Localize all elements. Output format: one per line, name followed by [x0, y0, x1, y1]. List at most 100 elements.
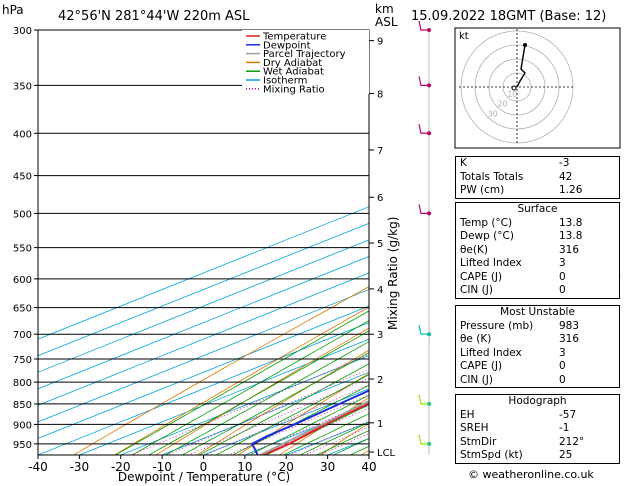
index-row: Temp (°C) 13.8	[456, 217, 619, 231]
index-value: 0	[559, 270, 566, 283]
storm-motion-marker	[511, 85, 517, 91]
index-label: CAPE (J)	[460, 360, 503, 372]
wet-adiabat-line	[282, 413, 369, 455]
hpa-label: hPa	[2, 3, 24, 17]
pressure-tick-label: 500	[13, 209, 32, 220]
isotherm-line	[161, 371, 369, 455]
indices-surface-table: Surface Temp (°C) 13.8 Dewp (°C) 13.8 θe(K) 31…	[455, 202, 620, 299]
wind-barb	[418, 394, 429, 405]
legend-entry: Mixing Ratio	[263, 84, 325, 95]
altitude-tick-label: 6	[377, 193, 383, 204]
pressure-tick-label: 550	[13, 244, 32, 255]
index-value: 0	[559, 284, 566, 296]
altitude-tick-label: 5	[377, 239, 383, 250]
index-row: StmSpd (kt) 25	[456, 449, 619, 463]
wet-adiabat-line	[147, 330, 369, 455]
indices-basic-table: K -3 Totals Totals 42 PW (cm) 1.26	[455, 156, 620, 199]
index-value: 3	[559, 257, 566, 269]
wind-barb	[418, 325, 429, 335]
index-label: CAPE (J)	[460, 270, 503, 283]
index-value: -57	[559, 408, 577, 421]
index-row: K -3	[456, 157, 619, 171]
pressure-tick-label: 750	[13, 355, 32, 366]
isotherm-line	[38, 322, 369, 455]
hodograph-ring-label: 30	[488, 109, 498, 118]
index-value: 316	[559, 333, 580, 345]
index-label: CIN (J)	[460, 284, 493, 296]
wind-barb	[418, 124, 429, 134]
temperature-tick-label: -30	[70, 460, 90, 474]
index-label: CIN (J)	[460, 373, 493, 386]
wind-barb	[418, 204, 429, 214]
hodograph-kt-label: kt	[459, 31, 469, 42]
isotherm-line	[38, 289, 369, 423]
location-title: 42°56'N 281°44'W 220m ASL	[58, 9, 250, 24]
index-row: Pressure (mb) 983	[456, 320, 619, 334]
table-title: Surface	[517, 203, 558, 215]
index-row: SREH -1	[456, 422, 619, 436]
hodograph-trace	[516, 44, 526, 88]
index-label: Totals Totals	[460, 170, 524, 183]
index-row: CIN (J) 0	[456, 284, 619, 298]
isotherm-line	[38, 305, 369, 439]
index-row: Dewp (°C) 13.8	[456, 230, 619, 244]
index-value: 0	[559, 360, 566, 372]
index-label: Temp (°C)	[460, 216, 513, 229]
pressure-tick-label: 950	[13, 440, 32, 451]
wet-adiabat-line	[265, 404, 369, 455]
index-row: StmDir 212°	[456, 436, 619, 450]
index-row: CIN (J) 0	[456, 374, 619, 388]
index-value: 25	[559, 449, 573, 461]
mixing-ratio-lines	[130, 354, 369, 455]
index-row: Lifted Index 3	[456, 347, 619, 361]
pressure-tick-label: 700	[13, 330, 32, 341]
legend-entry: Parcel Trajectory	[263, 49, 346, 60]
asl-label: ASL	[375, 15, 398, 29]
altitude-axis: 9 8 7 6 5 4 3 2 1 LCL	[369, 37, 396, 459]
legend-entry: Isotherm	[263, 76, 307, 87]
wet-adiabat-line	[181, 352, 369, 455]
index-label: StmSpd (kt)	[460, 449, 523, 461]
datetime-title: 15.09.2022 18GMT (Base: 12)	[411, 9, 606, 24]
mixing-ratio-axis-label: Mixing Ratio (g/kg)	[386, 217, 400, 330]
pressure-tick-label: 600	[13, 275, 32, 286]
index-label: StmDir	[460, 435, 497, 448]
mixing-ratio-line	[165, 368, 369, 455]
pressure-tick-label: 650	[13, 304, 32, 315]
index-label: PW (cm)	[460, 184, 505, 196]
index-label: θe (K)	[460, 333, 492, 345]
wet-adiabat-line	[131, 320, 369, 455]
temperature-tick-label: -10	[152, 460, 172, 474]
index-row: Lifted Index 3	[456, 257, 619, 271]
hodograph-ring-label: 20	[497, 100, 507, 109]
wet-adiabat-line	[198, 363, 369, 455]
index-label: EH	[460, 408, 475, 421]
indices-most-unstable-table: Most Unstable Pressure (mb) 983 θe (K) 316 Li…	[455, 305, 620, 388]
hodograph-frame	[454, 27, 621, 149]
dry-adiabat-line	[155, 327, 369, 455]
dry-adiabat-line	[196, 349, 369, 455]
pressure-tick-label: 800	[13, 378, 32, 389]
temperature-tick-label: 10	[237, 460, 252, 474]
index-row: θe(K) 316	[456, 244, 619, 258]
index-value: 13.8	[559, 230, 583, 242]
legend-entry: Dry Adiabat	[263, 58, 322, 69]
index-row: EH -57	[456, 409, 619, 423]
wet-adiabat-line	[164, 341, 369, 455]
temperature-tick-label: -20	[111, 460, 131, 474]
wet-adiabat-line	[215, 374, 369, 455]
wind-barb	[418, 20, 429, 31]
wet-adiabat-line	[114, 310, 369, 455]
index-value: 0	[559, 373, 566, 386]
index-label: SREH	[460, 422, 489, 434]
isobar-lines	[38, 29, 369, 445]
pressure-tick-label: 450	[13, 172, 32, 183]
legend-entry: Temperature	[262, 32, 326, 43]
isotherm-line	[38, 272, 369, 406]
pressure-tick-label: 900	[13, 420, 32, 431]
index-value: 1.26	[559, 184, 583, 196]
index-value: 316	[559, 243, 580, 256]
